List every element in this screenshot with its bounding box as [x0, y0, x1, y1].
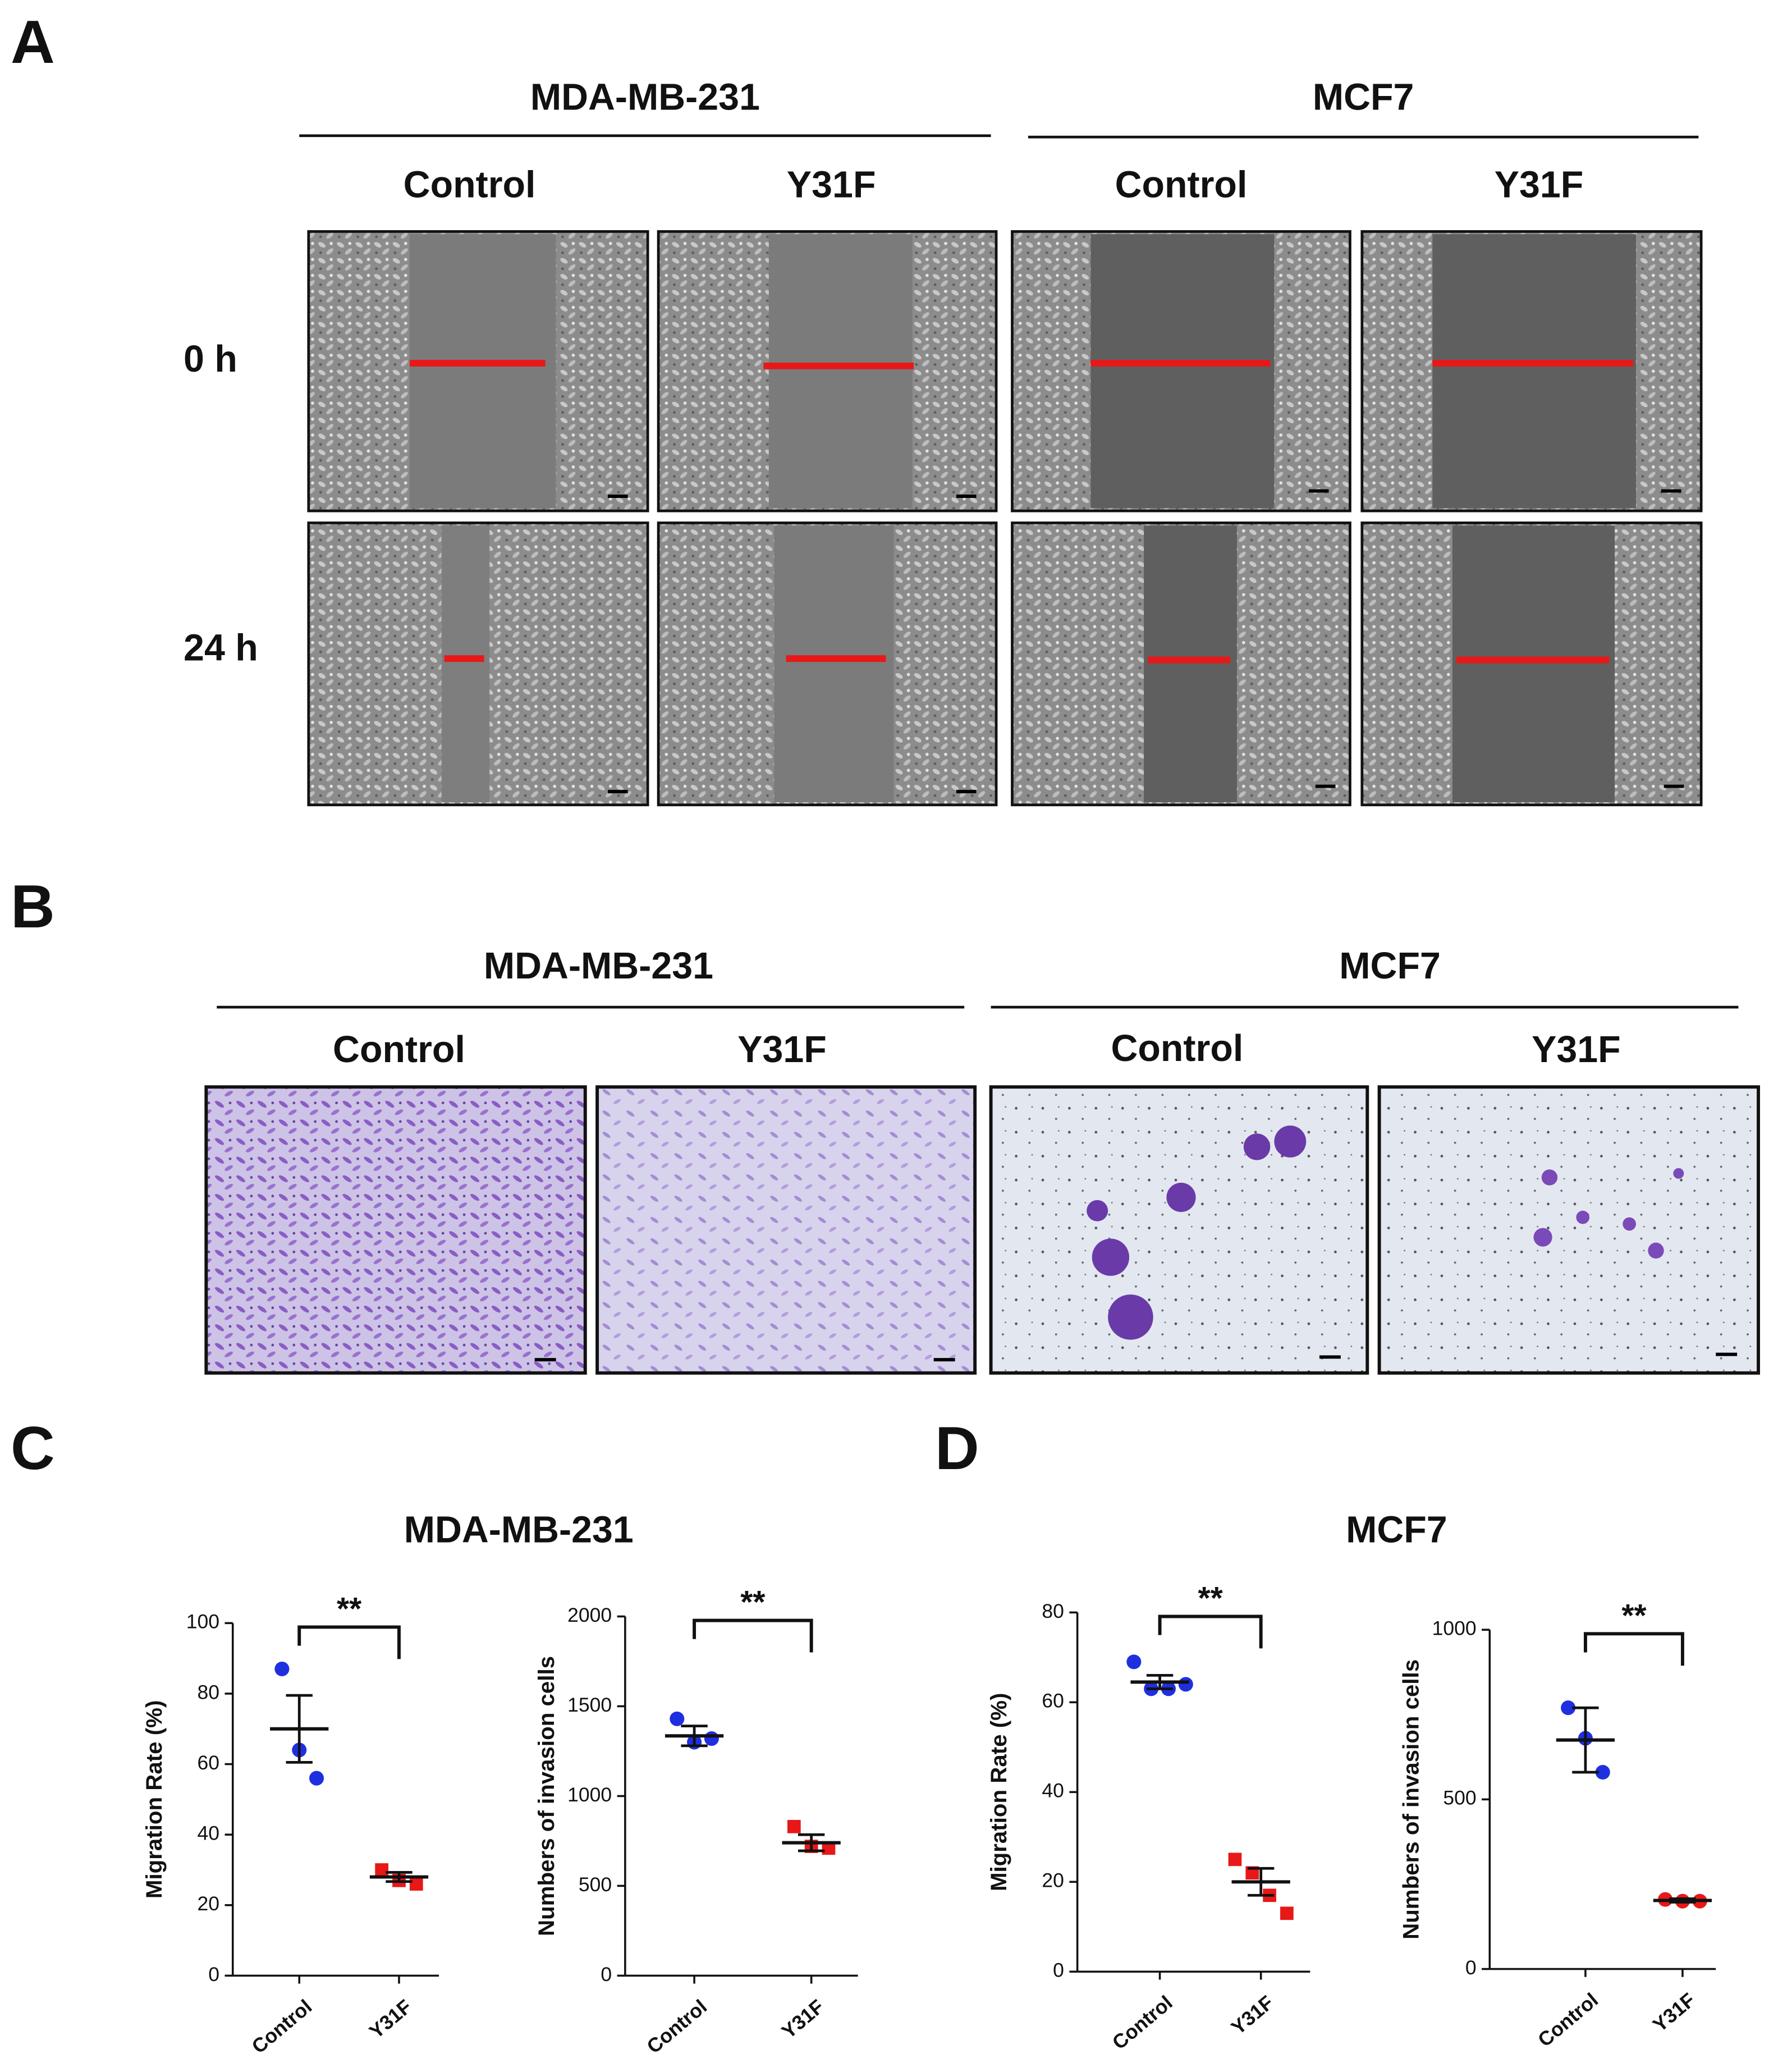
panel-letter: B	[11, 872, 55, 941]
y-tick-label: 1000	[1432, 1617, 1477, 1640]
data-point	[375, 1863, 389, 1877]
data-point	[1126, 1654, 1142, 1670]
y-axis-label: Migration Rate (%)	[986, 1693, 1011, 1891]
y-tick-label: 40	[198, 1822, 220, 1845]
x-tick-label: Y31F	[777, 1995, 828, 2043]
condition: Control	[404, 164, 536, 206]
y-tick-label: 60	[1042, 1690, 1064, 1712]
x-tick-label: Control	[1534, 1988, 1602, 2051]
data-point	[309, 1771, 324, 1786]
significance-bracket	[297, 1625, 401, 1659]
panel-b-images	[204, 1085, 1761, 1375]
condition: Control	[333, 1029, 465, 1071]
panel-letter: D	[935, 1414, 979, 1483]
y-tick-label: 1000	[567, 1783, 612, 1806]
y-tick-label: 60	[198, 1751, 220, 1774]
group-title: MDA-MB-231	[484, 945, 713, 987]
data-point	[1178, 1677, 1193, 1692]
x-tick-label: Y31F	[365, 1995, 416, 2043]
data-point	[1561, 1700, 1576, 1716]
y-tick-label: 100	[186, 1611, 219, 1633]
significance-label: **	[740, 1585, 766, 1620]
y-tick-label: 80	[1042, 1600, 1064, 1622]
panel-letter: A	[11, 8, 55, 76]
time-label: 24 h	[184, 627, 258, 669]
panel-letter: C	[11, 1414, 55, 1483]
data-point	[787, 1819, 801, 1833]
significance-label: **	[337, 1591, 362, 1627]
data-point	[822, 1841, 836, 1855]
data-point	[1595, 1764, 1610, 1780]
x-tick-label: Control	[643, 1995, 711, 2058]
y-tick-label: 0	[1053, 1959, 1064, 1982]
x-tick-label: Y31F	[1227, 1991, 1278, 2039]
y-tick-label: 20	[198, 1892, 220, 1915]
panel-title: MCF7	[1346, 1510, 1447, 1551]
data-point	[670, 1711, 685, 1726]
panel-a-images	[307, 230, 1703, 807]
data-point	[409, 1877, 423, 1891]
panel-title: MDA-MB-231	[404, 1510, 634, 1551]
condition: Y31F	[1495, 164, 1584, 206]
x-tick-label: Control	[248, 1995, 316, 2058]
y-tick-label: 40	[1042, 1780, 1064, 1802]
condition: Control	[1115, 164, 1248, 206]
group-title: MCF7	[1339, 945, 1441, 987]
significance-bracket	[1583, 1632, 1684, 1666]
data-point	[1280, 1906, 1294, 1920]
y-tick-label: 1500	[567, 1694, 612, 1716]
significance-label: **	[1621, 1598, 1647, 1634]
y-tick-label: 0	[208, 1963, 219, 1986]
data-point	[704, 1731, 719, 1746]
y-tick-label: 0	[1465, 1956, 1477, 1979]
y-axis-label: Migration Rate (%)	[141, 1700, 167, 1899]
y-axis-label: Numbers of invasion cells	[1399, 1659, 1424, 1940]
significance-bracket	[693, 1618, 813, 1653]
data-point	[1228, 1853, 1242, 1867]
y-tick-label: 500	[579, 1873, 612, 1896]
time-label: 0 h	[184, 339, 237, 380]
condition: Control	[1111, 1028, 1243, 1069]
x-tick-label: Control	[1108, 1991, 1176, 2054]
y-tick-label: 80	[198, 1681, 220, 1703]
y-tick-label: 20	[1042, 1869, 1064, 1892]
y-axis-label: Numbers of invasion cells	[534, 1656, 559, 1936]
condition: Y31F	[737, 1029, 827, 1071]
significance-bracket	[1158, 1614, 1263, 1649]
x-tick-label: Y31F	[1648, 1988, 1699, 2036]
y-tick-label: 2000	[567, 1604, 612, 1626]
data-point	[274, 1661, 290, 1677]
condition: Y31F	[787, 164, 876, 206]
group-title: MDA-MB-231	[530, 76, 760, 118]
group-title: MCF7	[1313, 76, 1414, 118]
significance-label: **	[1198, 1581, 1223, 1616]
y-tick-label: 500	[1443, 1787, 1476, 1809]
y-tick-label: 0	[601, 1963, 612, 1986]
condition: Y31F	[1532, 1029, 1621, 1071]
